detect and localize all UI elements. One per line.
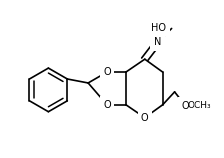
FancyBboxPatch shape (138, 109, 152, 126)
Text: O: O (141, 113, 149, 123)
FancyBboxPatch shape (100, 64, 114, 81)
FancyBboxPatch shape (150, 21, 170, 36)
Text: HO: HO (151, 23, 166, 33)
Text: N: N (154, 37, 162, 47)
Text: O: O (103, 67, 111, 77)
FancyBboxPatch shape (183, 98, 212, 114)
Text: O: O (103, 100, 111, 110)
Text: O: O (182, 101, 189, 111)
FancyBboxPatch shape (178, 97, 193, 114)
Text: OCH₃: OCH₃ (188, 101, 211, 110)
FancyBboxPatch shape (100, 96, 114, 113)
FancyBboxPatch shape (151, 34, 165, 51)
